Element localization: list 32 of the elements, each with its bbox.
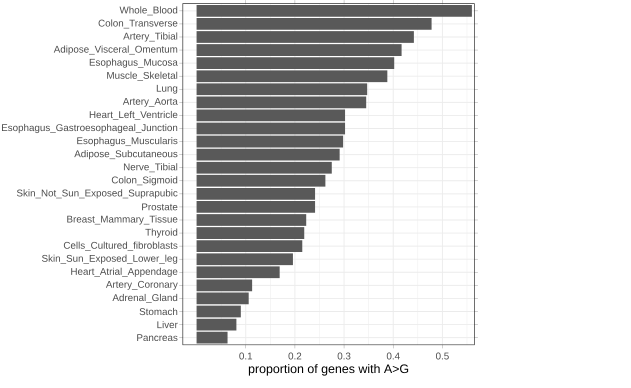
y-tick-label: Lung bbox=[156, 84, 178, 94]
x-tick-label: 0.3 bbox=[338, 352, 350, 360]
y-tick-label: Stomach bbox=[140, 308, 178, 316]
x-tick-label: 0.4 bbox=[386, 352, 400, 360]
y-tick-label: Thyroid bbox=[145, 228, 178, 238]
x-tick-label: 0.1 bbox=[239, 352, 252, 360]
y-tick-label: Skin_Sun_Exposed_Lower_leg bbox=[42, 254, 178, 264]
x-tick-label: 0.2 bbox=[288, 352, 302, 360]
y-tick-label: Skin_Not_Sun_Exposed_Suprapubic bbox=[16, 189, 178, 198]
y-tick-label: Prostate bbox=[142, 204, 178, 210]
y-tick-label: Adrenal_Gland bbox=[112, 294, 178, 303]
y-tick-label: Whole_Blood bbox=[120, 6, 178, 16]
y-tick-label: Heart_Atrial_Appendage bbox=[71, 268, 178, 277]
y-tick-label: Artery_Tibial bbox=[123, 32, 178, 42]
y-tick-label: Adipose_Subcutaneous bbox=[74, 150, 178, 160]
x-axis-title: proportion of genes with A>G bbox=[248, 364, 408, 376]
y-tick-label: Colon_Sigmoid bbox=[112, 176, 178, 186]
y-tick-label: Pancreas bbox=[137, 334, 178, 342]
y-tick-label: Esophagus_Muscularis bbox=[77, 137, 178, 146]
y-tick-label: Breast_Mammary_Tissue bbox=[67, 215, 178, 225]
y-tick-label: Heart_Left_Ventricle bbox=[90, 110, 178, 120]
y-tick-label: Cells_Cultured_fibroblasts bbox=[64, 242, 178, 251]
x-tick-label: 0.5 bbox=[436, 352, 449, 360]
y-tick-label: Artery_Aorta bbox=[122, 98, 178, 107]
y-tick-label: Muscle_Skeletal bbox=[107, 72, 178, 81]
y-tick-label: Artery_Coronary bbox=[106, 280, 178, 290]
y-tick-label: Colon_Transverse bbox=[98, 19, 178, 28]
y-tick-label: Adipose_Visceral_Omentum bbox=[54, 46, 178, 55]
y-tick-label: Esophagus_Gastroesophageal_Junction bbox=[2, 124, 178, 134]
y-tick-label: Esophagus_Mucosa bbox=[90, 58, 178, 68]
y-tick-label: Nerve_Tibial bbox=[124, 163, 178, 172]
y-tick-label: Liver bbox=[157, 320, 178, 328]
